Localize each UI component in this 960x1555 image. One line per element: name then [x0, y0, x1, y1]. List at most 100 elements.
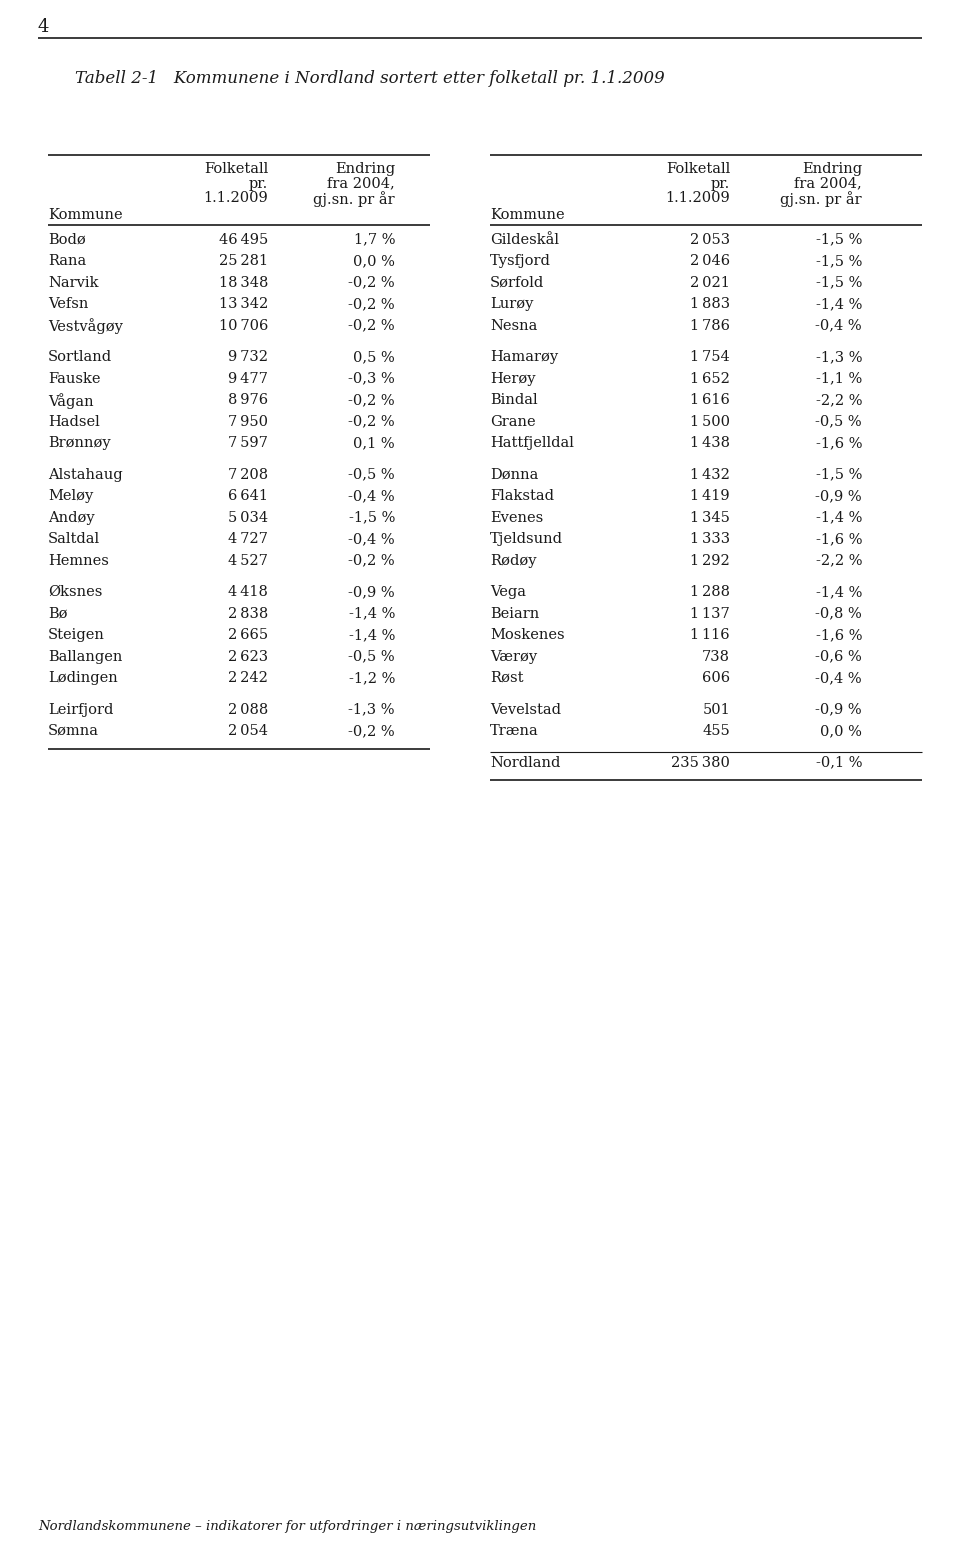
Text: 1 419: 1 419: [690, 488, 730, 502]
Text: -0,8 %: -0,8 %: [815, 606, 862, 620]
Text: Dønna: Dønna: [490, 468, 539, 482]
Text: -0,1 %: -0,1 %: [815, 756, 862, 770]
Text: Tabell 2-1   Kommunene i Nordland sortert etter folketall pr. 1.1.2009: Tabell 2-1 Kommunene i Nordland sortert …: [75, 70, 664, 87]
Text: -0,9 %: -0,9 %: [815, 488, 862, 502]
Text: 4: 4: [38, 19, 49, 36]
Text: Meløy: Meløy: [48, 488, 93, 502]
Text: -0,2 %: -0,2 %: [348, 554, 395, 568]
Text: 4 727: 4 727: [228, 532, 268, 546]
Text: 5 034: 5 034: [228, 510, 268, 524]
Text: 455: 455: [703, 725, 730, 739]
Text: Grane: Grane: [490, 415, 536, 429]
Text: -0,2 %: -0,2 %: [348, 415, 395, 429]
Text: -0,5 %: -0,5 %: [348, 468, 395, 482]
Text: Træna: Træna: [490, 725, 539, 739]
Text: -0,6 %: -0,6 %: [815, 650, 862, 664]
Text: 1 438: 1 438: [690, 435, 730, 449]
Text: Nesna: Nesna: [490, 319, 538, 333]
Text: Hemnes: Hemnes: [48, 554, 108, 568]
Text: Hattfjelldal: Hattfjelldal: [490, 435, 574, 449]
Text: pr.: pr.: [710, 177, 730, 191]
Text: Bø: Bø: [48, 606, 67, 620]
Text: 0,0 %: 0,0 %: [353, 253, 395, 267]
Text: 1 652: 1 652: [690, 372, 730, 386]
Text: Lødingen: Lødingen: [48, 672, 118, 686]
Text: Moskenes: Moskenes: [490, 628, 564, 642]
Text: 10 706: 10 706: [219, 319, 268, 333]
Text: -0,2 %: -0,2 %: [348, 725, 395, 739]
Text: Ballangen: Ballangen: [48, 650, 122, 664]
Text: Rana: Rana: [48, 253, 86, 267]
Text: 2 046: 2 046: [690, 253, 730, 267]
Text: Tysfjord: Tysfjord: [490, 253, 551, 267]
Text: -1,2 %: -1,2 %: [348, 672, 395, 686]
Text: Endring: Endring: [802, 162, 862, 176]
Text: gj.sn. pr år: gj.sn. pr år: [313, 191, 395, 207]
Text: 606: 606: [702, 672, 730, 686]
Text: -0,2 %: -0,2 %: [348, 393, 395, 407]
Text: -0,4 %: -0,4 %: [348, 488, 395, 502]
Text: -2,2 %: -2,2 %: [815, 393, 862, 407]
Text: -0,5 %: -0,5 %: [815, 415, 862, 429]
Text: 2 623: 2 623: [228, 650, 268, 664]
Text: Saltdal: Saltdal: [48, 532, 100, 546]
Text: Sømna: Sømna: [48, 725, 99, 739]
Text: 7 950: 7 950: [228, 415, 268, 429]
Text: 0,0 %: 0,0 %: [820, 725, 862, 739]
Text: -0,2 %: -0,2 %: [348, 319, 395, 333]
Text: Nordlandskommunene – indikatorer for utfordringer i næringsutviklingen: Nordlandskommunene – indikatorer for utf…: [38, 1519, 537, 1533]
Text: -1,6 %: -1,6 %: [815, 532, 862, 546]
Text: Kommune: Kommune: [48, 207, 123, 221]
Text: Endring: Endring: [335, 162, 395, 176]
Text: -1,6 %: -1,6 %: [815, 628, 862, 642]
Text: -0,4 %: -0,4 %: [815, 672, 862, 686]
Text: -1,3 %: -1,3 %: [348, 703, 395, 717]
Text: Folketall: Folketall: [204, 162, 268, 176]
Text: Nordland: Nordland: [490, 756, 561, 770]
Text: 7 597: 7 597: [228, 435, 268, 449]
Text: -1,5 %: -1,5 %: [348, 510, 395, 524]
Text: 1.1.2009: 1.1.2009: [665, 191, 730, 205]
Text: Leirfjord: Leirfjord: [48, 703, 113, 717]
Text: Kommune: Kommune: [490, 207, 564, 221]
Text: Beiarn: Beiarn: [490, 606, 540, 620]
Text: -0,5 %: -0,5 %: [348, 650, 395, 664]
Text: -1,4 %: -1,4 %: [348, 606, 395, 620]
Text: 2 088: 2 088: [228, 703, 268, 717]
Text: Sørfold: Sørfold: [490, 275, 544, 289]
Text: fra 2004,: fra 2004,: [794, 177, 862, 191]
Text: 1.1.2009: 1.1.2009: [204, 191, 268, 205]
Text: -0,9 %: -0,9 %: [348, 585, 395, 599]
Text: Sortland: Sortland: [48, 350, 112, 364]
Text: -0,2 %: -0,2 %: [348, 297, 395, 311]
Text: Flakstad: Flakstad: [490, 488, 554, 502]
Text: Røst: Røst: [490, 672, 523, 686]
Text: 1 883: 1 883: [690, 297, 730, 311]
Text: 501: 501: [703, 703, 730, 717]
Text: 1 137: 1 137: [690, 606, 730, 620]
Text: 1 616: 1 616: [690, 393, 730, 407]
Text: Øksnes: Øksnes: [48, 585, 103, 599]
Text: 2 665: 2 665: [228, 628, 268, 642]
Text: 1 500: 1 500: [690, 415, 730, 429]
Text: 1,7 %: 1,7 %: [353, 233, 395, 247]
Text: -0,9 %: -0,9 %: [815, 703, 862, 717]
Text: 7 208: 7 208: [228, 468, 268, 482]
Text: 2 053: 2 053: [690, 233, 730, 247]
Text: 738: 738: [702, 650, 730, 664]
Text: 25 281: 25 281: [219, 253, 268, 267]
Text: 2 838: 2 838: [228, 606, 268, 620]
Text: 4 418: 4 418: [228, 585, 268, 599]
Text: 9 477: 9 477: [228, 372, 268, 386]
Text: -1,5 %: -1,5 %: [816, 275, 862, 289]
Text: 235 380: 235 380: [671, 756, 730, 770]
Text: -0,4 %: -0,4 %: [348, 532, 395, 546]
Text: Steigen: Steigen: [48, 628, 105, 642]
Text: -1,4 %: -1,4 %: [816, 585, 862, 599]
Text: -1,5 %: -1,5 %: [816, 233, 862, 247]
Text: -1,3 %: -1,3 %: [815, 350, 862, 364]
Text: 0,5 %: 0,5 %: [353, 350, 395, 364]
Text: 1 432: 1 432: [690, 468, 730, 482]
Text: 1 288: 1 288: [690, 585, 730, 599]
Text: Værøy: Værøy: [490, 650, 538, 664]
